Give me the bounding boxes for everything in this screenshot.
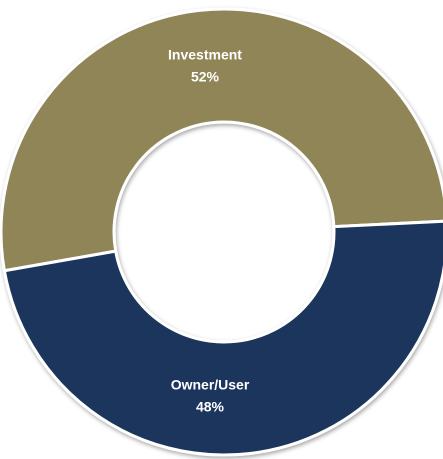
slice — [2, 219, 443, 457]
slice-label: Owner/User — [171, 377, 250, 393]
slice-label: Investment — [168, 47, 242, 63]
donut — [0, 7, 443, 457]
slice-value-label: 52% — [191, 69, 220, 85]
slice — [0, 7, 443, 273]
slice-value-label: 48% — [196, 399, 225, 415]
